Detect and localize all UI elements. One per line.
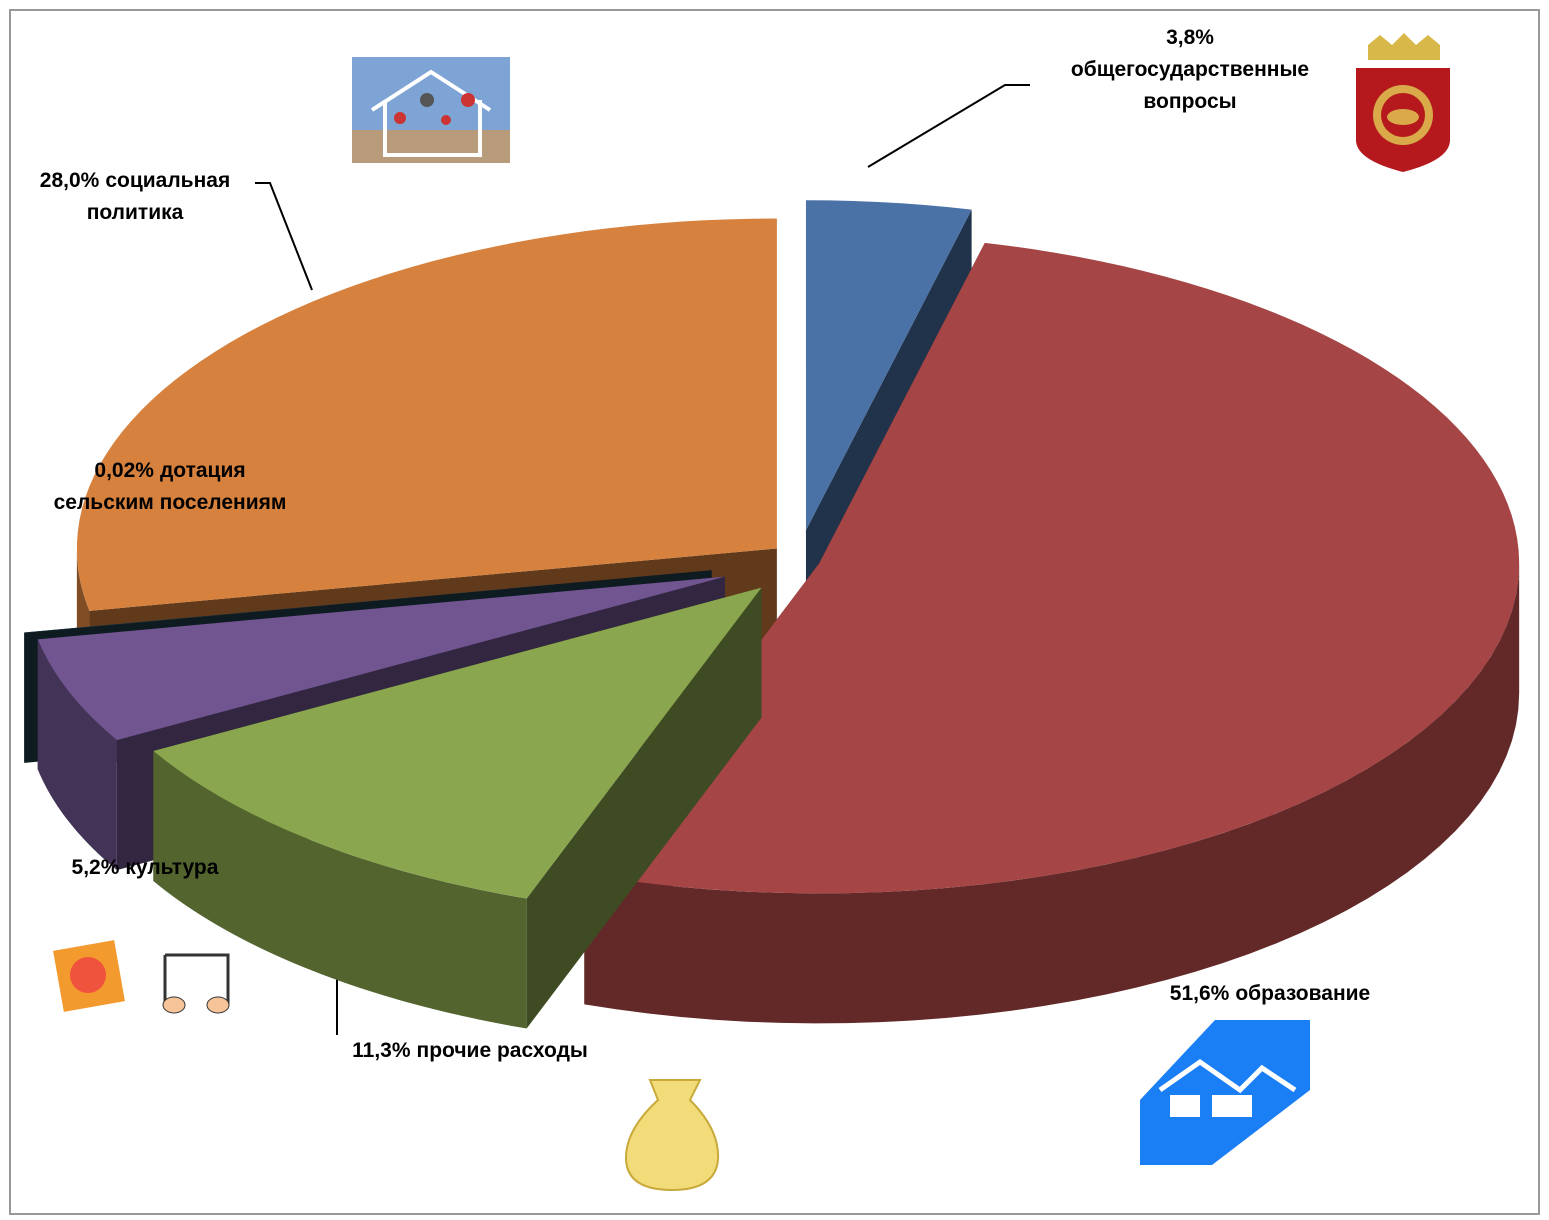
category-label: дотация сельским поселениям	[53, 459, 287, 514]
slice-top	[37, 576, 725, 741]
value-label: 51,6%	[1169, 982, 1230, 1005]
slice-label: 0,02% дотация сельским поселениям	[45, 455, 295, 519]
value-label: 28,0%	[39, 169, 100, 192]
house-icon	[1140, 1020, 1310, 1165]
value-label: 11,3%	[352, 1039, 411, 1062]
slice-label: 3,8% общегосударственные вопросы	[1040, 22, 1340, 118]
slice-label: 11,3% прочие расходы	[290, 1035, 650, 1067]
family-icon	[352, 57, 510, 163]
crest-icon	[1356, 33, 1450, 172]
slice-label: 51,6% образование	[1090, 978, 1450, 1010]
slice-side	[153, 751, 527, 1029]
slice-top	[584, 242, 1520, 894]
slice-side	[37, 639, 117, 871]
money-bag-icon	[624, 1079, 720, 1192]
category-label: культура	[125, 856, 219, 879]
category-label: прочие расходы	[416, 1039, 588, 1062]
category-label: общегосударственные вопросы	[1070, 58, 1310, 113]
slice-label: 28,0% социальная политика	[10, 165, 260, 229]
slice-top	[24, 570, 712, 633]
value-label: 5,2%	[71, 856, 120, 879]
frame	[9, 9, 1540, 1215]
slice	[153, 587, 762, 1029]
slice-top	[153, 587, 762, 899]
category-label: образование	[1235, 982, 1371, 1005]
slice-label: 5,2% культура	[20, 852, 270, 884]
value-label: 3,8%	[1166, 26, 1214, 49]
slice-side	[584, 563, 1520, 1024]
slice-top	[805, 200, 972, 531]
culture-icon	[53, 940, 230, 1014]
value-label: 0,02%	[94, 459, 154, 482]
category-label: социальная политика	[86, 169, 231, 224]
slice-top	[76, 218, 777, 611]
